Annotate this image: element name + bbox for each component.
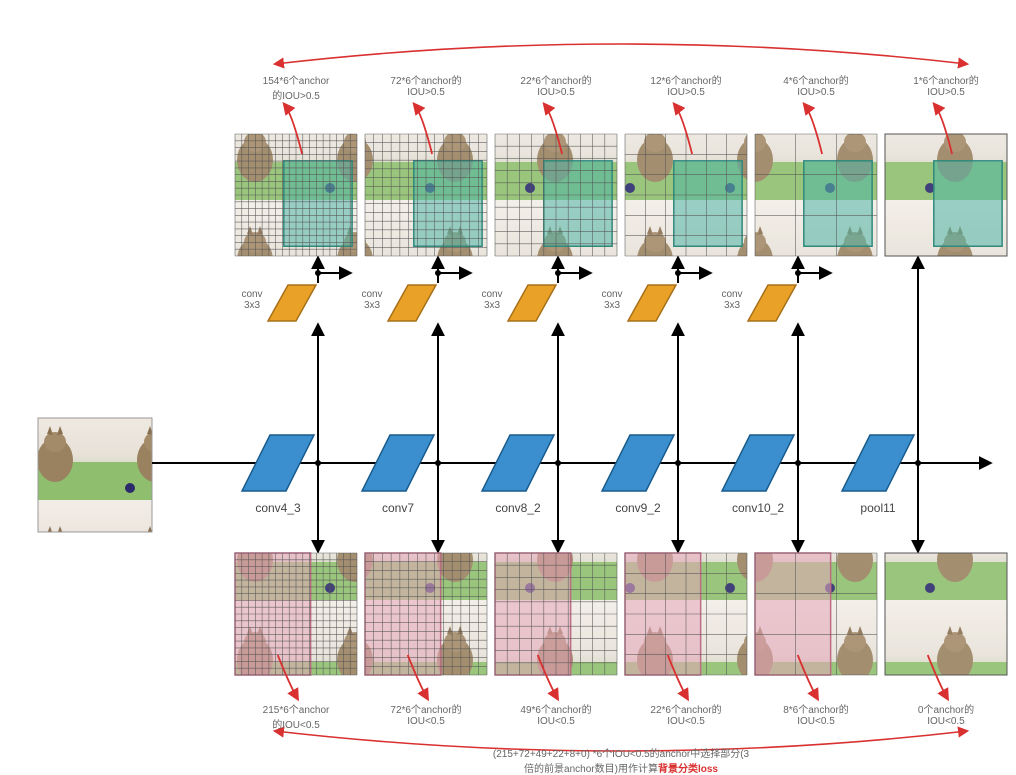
bottom-anchor-label: 72*6个anchor的IOU<0.5 (390, 701, 461, 727)
layer-label-pool11: pool11 (860, 501, 895, 515)
top-anchor-label: 22*6个anchor的IOU>0.5 (520, 72, 591, 98)
bottom-anchor-label: 0个anchor的IOU<0.5 (918, 701, 974, 727)
layer-label-conv8_2: conv8_2 (495, 501, 540, 515)
conv3x3-label: conv3x3 (361, 289, 382, 311)
layer-label-conv7: conv7 (382, 501, 414, 515)
bottom-anchor-label: 215*6个anchor的IOU<0.5 (263, 701, 330, 731)
bottom-caption: (215+72+49+22+8+0) *6个IOU<0.5的anchor中选择部… (493, 745, 749, 775)
conv3x3-label: conv3x3 (241, 289, 262, 311)
bottom-anchor-label: 49*6个anchor的IOU<0.5 (520, 701, 591, 727)
input-image (38, 418, 152, 532)
diagram-canvas (0, 0, 1016, 754)
layer-label-conv10_2: conv10_2 (732, 501, 784, 515)
layer-label-conv4_3: conv4_3 (255, 501, 300, 515)
conv3x3-label: conv3x3 (481, 289, 502, 311)
conv3x3-label: conv3x3 (721, 289, 742, 311)
top-anchor-label: 1*6个anchor的IOU>0.5 (913, 72, 979, 98)
layer-label-conv9_2: conv9_2 (615, 501, 660, 515)
top-arc (275, 44, 967, 64)
top-anchor-label: 12*6个anchor的IOU>0.5 (650, 72, 721, 98)
conv3x3-label: conv3x3 (601, 289, 622, 311)
bottom-anchor-label: 8*6个anchor的IOU<0.5 (783, 701, 849, 727)
top-anchor-label: 4*6个anchor的IOU>0.5 (783, 72, 849, 98)
top-anchor-label: 72*6个anchor的IOU>0.5 (390, 72, 461, 98)
top-anchor-label: 154*6个anchor的IOU>0.5 (263, 72, 330, 102)
bottom-anchor-label: 22*6个anchor的IOU<0.5 (650, 701, 721, 727)
